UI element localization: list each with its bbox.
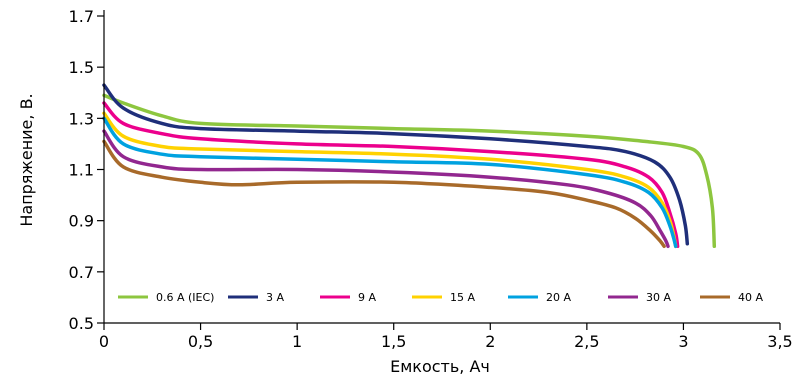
x-tick-label-4: 2 (485, 332, 495, 351)
x-tick-label-5: 2,5 (574, 332, 599, 351)
x-axis-label: Емкость, Ач (390, 357, 490, 376)
x-tick-label-3: 1,5 (381, 332, 406, 351)
series-line-4 (102, 116, 678, 249)
y-tick-label-6: 1.7 (69, 7, 94, 26)
legend: 0.6 A (IEC) 3 A 9 A 15 A 20 A 30 A 40 A (118, 291, 763, 304)
series-layer (102, 83, 717, 249)
legend-label-1: 3 A (266, 291, 284, 304)
x-tick-label-7: 3,5 (767, 332, 792, 351)
legend-label-4: 20 A (546, 291, 571, 304)
series-line-2 (102, 101, 680, 249)
legend-label-3: 15 A (450, 291, 475, 304)
x-tick-label-0: 0 (99, 332, 109, 351)
y-axis-label: Напряжение, В. (17, 93, 36, 226)
y-tick-label-5: 1.5 (69, 58, 94, 77)
axes-layer (103, 10, 780, 324)
y-tick-label-0: 0.5 (69, 314, 94, 333)
series-line-6 (102, 139, 666, 249)
x-tick-label-1: 0,5 (188, 332, 213, 351)
y-tick-label-1: 0.7 (69, 263, 94, 282)
ticks-layer: 0.5 0.7 0.9 1.1 1.3 1.5 1.7 0 0,5 1 1,5 2 2,5 3 3,5 (69, 7, 793, 351)
y-tick-label-3: 1.1 (69, 161, 94, 180)
legend-label-2: 9 A (358, 291, 376, 304)
series-line-5 (102, 129, 670, 249)
series-line-3 (102, 111, 678, 249)
x-tick-label-2: 1 (292, 332, 302, 351)
legend-label-5: 30 A (646, 291, 671, 304)
series-line-1 (102, 83, 690, 246)
y-tick-label-4: 1.3 (69, 109, 94, 128)
legend-label-6: 40 A (738, 291, 763, 304)
series-line-0 (102, 93, 717, 249)
legend-label-0: 0.6 A (IEC) (156, 291, 214, 304)
x-tick-label-6: 3 (678, 332, 688, 351)
y-tick-label-2: 0.9 (69, 212, 94, 231)
